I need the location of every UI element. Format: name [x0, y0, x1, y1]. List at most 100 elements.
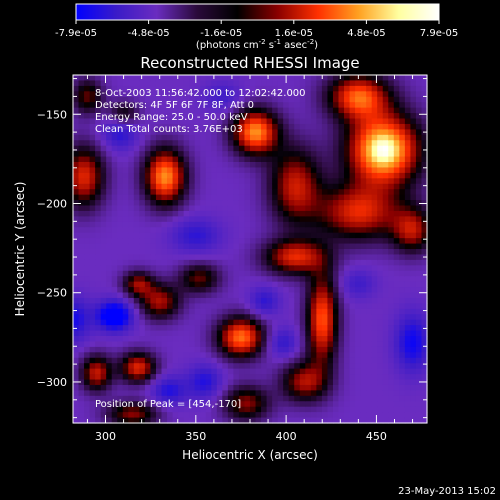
heatmap-cell [388, 368, 395, 375]
heatmap-cell [78, 287, 85, 294]
heatmap-cell [321, 297, 329, 304]
heatmap-cell [338, 374, 345, 381]
heatmap-cell [327, 189, 334, 196]
heatmap-cell [366, 254, 373, 261]
heatmap-cell [144, 134, 152, 141]
heatmap-cell [316, 297, 323, 304]
heatmap-cell [294, 156, 301, 163]
heatmap-cell [216, 189, 223, 196]
heatmap-cell [288, 363, 295, 370]
heatmap-cell [415, 406, 423, 413]
heatmap-cell [399, 406, 406, 413]
heatmap-cell [189, 270, 196, 277]
heatmap-cell [404, 319, 412, 326]
heatmap-cell [355, 281, 362, 288]
heatmap-cell [161, 227, 168, 234]
heatmap-cell [117, 210, 124, 217]
heatmap-cell [299, 297, 306, 304]
heatmap-cell [89, 254, 96, 261]
heatmap-cell [211, 183, 218, 190]
heatmap-cell [233, 390, 240, 397]
heatmap-cell [133, 281, 140, 288]
heatmap-cell [255, 113, 262, 120]
heatmap-cell [371, 75, 378, 82]
heatmap-cell [227, 379, 235, 386]
heatmap-cell [172, 118, 179, 125]
heatmap-cell [211, 123, 218, 130]
heatmap-cell [255, 189, 262, 196]
heatmap-cell [106, 314, 113, 321]
heatmap-cell [255, 325, 262, 332]
heatmap-cell [404, 308, 412, 315]
heatmap-cell [227, 243, 235, 250]
heatmap-cell [393, 336, 400, 343]
heatmap-cell [415, 297, 423, 304]
heatmap-cell [189, 75, 196, 82]
heatmap-cell [244, 129, 251, 136]
heatmap-cell [321, 162, 329, 169]
heatmap-cell [371, 216, 378, 223]
heatmap-cell [100, 276, 107, 283]
heatmap-cell [211, 303, 218, 310]
heatmap-cell [111, 189, 118, 196]
heatmap-cell [178, 205, 185, 212]
heatmap-cell [100, 113, 107, 120]
heatmap-cell [155, 216, 163, 223]
heatmap-cell [150, 259, 157, 266]
heatmap-cell [150, 238, 157, 245]
heatmap-cell [139, 259, 146, 266]
heatmap-cell [106, 281, 113, 288]
heatmap-cell [122, 395, 129, 402]
heatmap-cell [377, 336, 384, 343]
heatmap-cell [95, 151, 102, 158]
heatmap-cell [355, 189, 362, 196]
heatmap-cell [89, 319, 96, 326]
heatmap-cell [205, 249, 212, 256]
heatmap-cell [128, 102, 135, 109]
heatmap-cell [393, 194, 400, 201]
heatmap-cell [122, 336, 129, 343]
heatmap-cell [189, 292, 196, 299]
heatmap-cell [421, 80, 428, 87]
heatmap-cell [167, 374, 174, 381]
heatmap-cell [261, 194, 268, 201]
heatmap-cell [222, 270, 229, 277]
heatmap-cell [222, 384, 229, 391]
heatmap-cell [222, 352, 229, 359]
heatmap-cell [89, 210, 96, 217]
heatmap-cell [133, 406, 140, 413]
heatmap-cell [355, 118, 362, 125]
heatmap-cell [233, 145, 240, 152]
heatmap-cell [382, 346, 389, 353]
heatmap-cell [294, 363, 301, 370]
heatmap-cell [382, 96, 389, 103]
heatmap-cell [294, 325, 301, 332]
heatmap-cell [332, 265, 340, 272]
heatmap-cell [377, 319, 384, 326]
heatmap-cell [183, 341, 190, 348]
heatmap-cell [205, 140, 212, 147]
heatmap-cell [338, 85, 345, 92]
heatmap-cell [316, 221, 323, 228]
heatmap-cell [205, 287, 212, 294]
heatmap-cell [139, 412, 146, 419]
heatmap-cell [150, 336, 157, 343]
heatmap-cell [144, 189, 152, 196]
heatmap-cell [294, 341, 301, 348]
heatmap-cell [404, 134, 412, 141]
heatmap-cell [294, 216, 301, 223]
heatmap-cell [294, 308, 301, 315]
heatmap-cell [321, 341, 329, 348]
heatmap-cell [266, 249, 273, 256]
heatmap-cell [238, 401, 246, 408]
heatmap-cell [377, 194, 384, 201]
heatmap-cell [421, 156, 428, 163]
heatmap-cell [393, 167, 400, 174]
heatmap-cell [371, 129, 378, 136]
heatmap-cell [133, 232, 140, 239]
heatmap-cell [388, 265, 395, 272]
heatmap-cell [344, 265, 351, 272]
heatmap-cell [144, 417, 152, 424]
heatmap-cell [366, 227, 373, 234]
heatmap-cell [288, 227, 295, 234]
